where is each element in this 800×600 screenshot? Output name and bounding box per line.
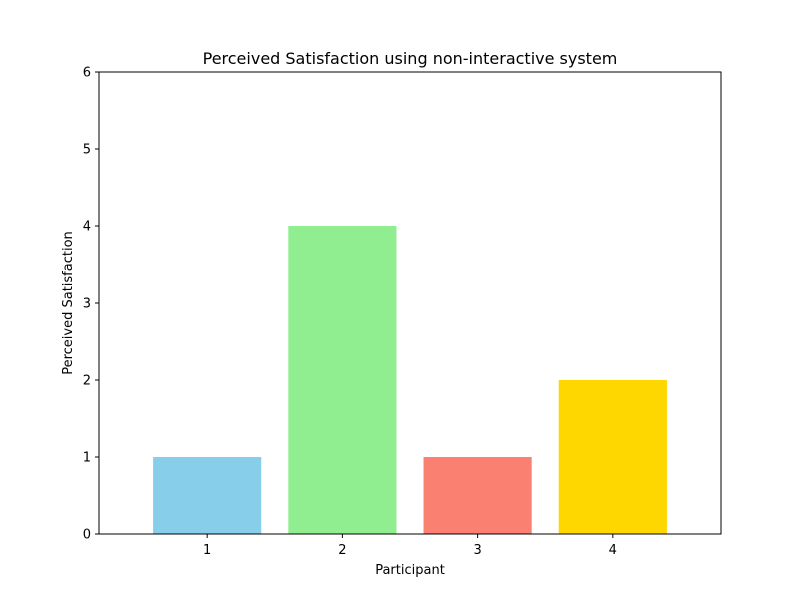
x-axis-label: Participant bbox=[375, 563, 445, 578]
bar-participant-4 bbox=[558, 380, 667, 534]
bar-participant-1 bbox=[153, 457, 262, 534]
x-tick-label: 2 bbox=[338, 543, 346, 558]
x-tick-label: 4 bbox=[609, 543, 617, 558]
y-tick-label: 6 bbox=[83, 66, 91, 81]
y-tick-label: 1 bbox=[83, 451, 91, 466]
y-tick-label: 4 bbox=[83, 220, 91, 235]
x-tick-label: 1 bbox=[203, 543, 211, 558]
bar-participant-3 bbox=[423, 457, 532, 534]
x-tick-label: 3 bbox=[473, 543, 481, 558]
chart-title: Perceived Satisfaction using non-interac… bbox=[203, 49, 618, 68]
y-tick-label: 0 bbox=[83, 528, 91, 543]
y-tick-label: 2 bbox=[83, 374, 91, 389]
y-axis-ticks: 0 1 2 3 4 5 6 bbox=[83, 66, 99, 543]
y-tick-label: 3 bbox=[83, 297, 91, 312]
y-axis-label: Perceived Satisfaction bbox=[61, 231, 76, 375]
x-axis-ticks: 1 2 3 4 bbox=[203, 534, 617, 558]
plot-area-frame bbox=[98, 71, 722, 535]
bar-participant-2 bbox=[288, 226, 397, 534]
y-tick-label: 5 bbox=[83, 143, 91, 158]
bars-group bbox=[153, 226, 667, 534]
